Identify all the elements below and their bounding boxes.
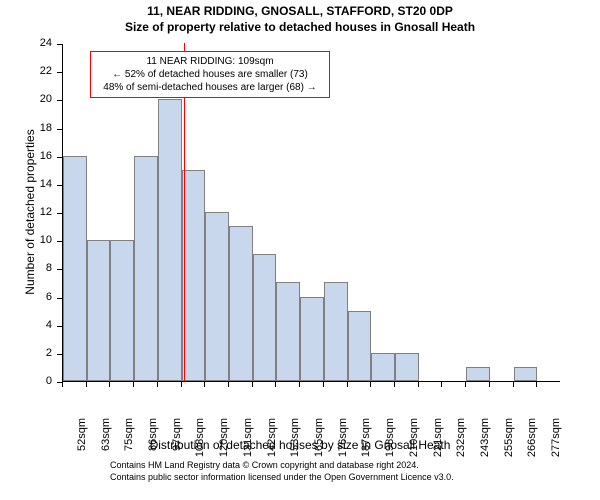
annotation-line: 11 NEAR RIDDING: 109sqm	[96, 55, 324, 68]
x-tick-mark	[418, 382, 419, 387]
x-tick-label: 210sqm	[408, 418, 420, 466]
annotation-line: ← 52% of detached houses are smaller (73…	[96, 68, 324, 81]
histogram-bar	[466, 367, 490, 381]
histogram-bar	[182, 170, 206, 381]
histogram-bar	[253, 254, 277, 381]
x-tick-label: 52sqm	[76, 418, 88, 466]
y-tick-mark	[57, 72, 62, 73]
x-tick-mark	[275, 382, 276, 387]
y-tick-mark	[57, 269, 62, 270]
x-tick-label: 277sqm	[550, 418, 562, 466]
y-tick-mark	[57, 241, 62, 242]
histogram-bar	[205, 212, 229, 381]
y-tick-mark	[57, 213, 62, 214]
x-tick-mark	[536, 382, 537, 387]
x-tick-label: 153sqm	[289, 418, 301, 466]
x-tick-label: 232sqm	[455, 418, 467, 466]
histogram-bar	[87, 240, 111, 381]
x-tick-mark	[62, 382, 63, 387]
y-tick-label: 8	[0, 262, 52, 274]
x-tick-mark	[465, 382, 466, 387]
histogram-bar	[158, 99, 182, 381]
histogram-bar	[276, 282, 300, 381]
x-tick-mark	[86, 382, 87, 387]
x-tick-label: 131sqm	[242, 418, 254, 466]
chart-title-1: 11, NEAR RIDDING, GNOSALL, STAFFORD, ST2…	[0, 4, 600, 20]
x-tick-label: 86sqm	[147, 418, 159, 466]
y-tick-mark	[57, 157, 62, 158]
x-tick-label: 221sqm	[432, 418, 444, 466]
chart-container: 11, NEAR RIDDING, GNOSALL, STAFFORD, ST2…	[0, 0, 600, 500]
y-tick-label: 0	[0, 375, 52, 387]
x-tick-label: 120sqm	[218, 418, 230, 466]
x-tick-mark	[441, 382, 442, 387]
x-tick-mark	[133, 382, 134, 387]
x-tick-mark	[394, 382, 395, 387]
x-tick-mark	[323, 382, 324, 387]
y-tick-label: 10	[0, 234, 52, 246]
y-tick-label: 4	[0, 319, 52, 331]
histogram-bar	[324, 282, 348, 381]
x-tick-label: 63sqm	[100, 418, 112, 466]
x-tick-mark	[228, 382, 229, 387]
y-tick-mark	[57, 129, 62, 130]
y-tick-mark	[57, 354, 62, 355]
y-tick-label: 2	[0, 347, 52, 359]
histogram-bar	[514, 367, 538, 381]
y-tick-mark	[57, 100, 62, 101]
x-tick-mark	[513, 382, 514, 387]
y-tick-mark	[57, 44, 62, 45]
y-tick-mark	[57, 326, 62, 327]
x-tick-label: 97sqm	[171, 418, 183, 466]
histogram-bar	[110, 240, 134, 381]
chart-titles: 11, NEAR RIDDING, GNOSALL, STAFFORD, ST2…	[0, 0, 600, 35]
y-tick-label: 6	[0, 291, 52, 303]
x-tick-label: 165sqm	[313, 418, 325, 466]
y-tick-label: 18	[0, 122, 52, 134]
x-tick-mark	[204, 382, 205, 387]
y-tick-label: 16	[0, 150, 52, 162]
x-tick-label: 75sqm	[123, 418, 135, 466]
x-tick-label: 198sqm	[384, 418, 396, 466]
x-tick-mark	[347, 382, 348, 387]
y-tick-mark	[57, 185, 62, 186]
x-tick-label: 176sqm	[337, 418, 349, 466]
y-tick-label: 12	[0, 206, 52, 218]
x-tick-label: 142sqm	[266, 418, 278, 466]
histogram-bar	[63, 156, 87, 381]
histogram-bar	[371, 353, 395, 381]
chart-title-2: Size of property relative to detached ho…	[0, 20, 600, 36]
x-tick-mark	[109, 382, 110, 387]
x-tick-label: 266sqm	[526, 418, 538, 466]
y-tick-label: 24	[0, 37, 52, 49]
y-tick-mark	[57, 298, 62, 299]
x-tick-label: 243sqm	[479, 418, 491, 466]
x-tick-mark	[370, 382, 371, 387]
annotation-box: 11 NEAR RIDDING: 109sqm← 52% of detached…	[90, 51, 330, 98]
histogram-bar	[300, 297, 324, 382]
histogram-bar	[395, 353, 419, 381]
x-tick-label: 108sqm	[194, 418, 206, 466]
histogram-bar	[134, 156, 158, 381]
histogram-bar	[229, 226, 253, 381]
x-tick-mark	[299, 382, 300, 387]
annotation-line: 48% of semi-detached houses are larger (…	[96, 81, 324, 94]
histogram-bar	[348, 311, 372, 381]
x-tick-mark	[157, 382, 158, 387]
footer-line-1: Contains HM Land Registry data © Crown c…	[110, 460, 454, 472]
x-tick-mark	[489, 382, 490, 387]
x-tick-mark	[181, 382, 182, 387]
y-tick-label: 22	[0, 65, 52, 77]
footer-attribution: Contains HM Land Registry data © Crown c…	[110, 460, 454, 483]
x-tick-label: 255sqm	[503, 418, 515, 466]
footer-line-2: Contains public sector information licen…	[110, 472, 454, 484]
x-tick-mark	[252, 382, 253, 387]
x-tick-label: 187sqm	[360, 418, 372, 466]
y-tick-label: 20	[0, 93, 52, 105]
y-tick-label: 14	[0, 178, 52, 190]
